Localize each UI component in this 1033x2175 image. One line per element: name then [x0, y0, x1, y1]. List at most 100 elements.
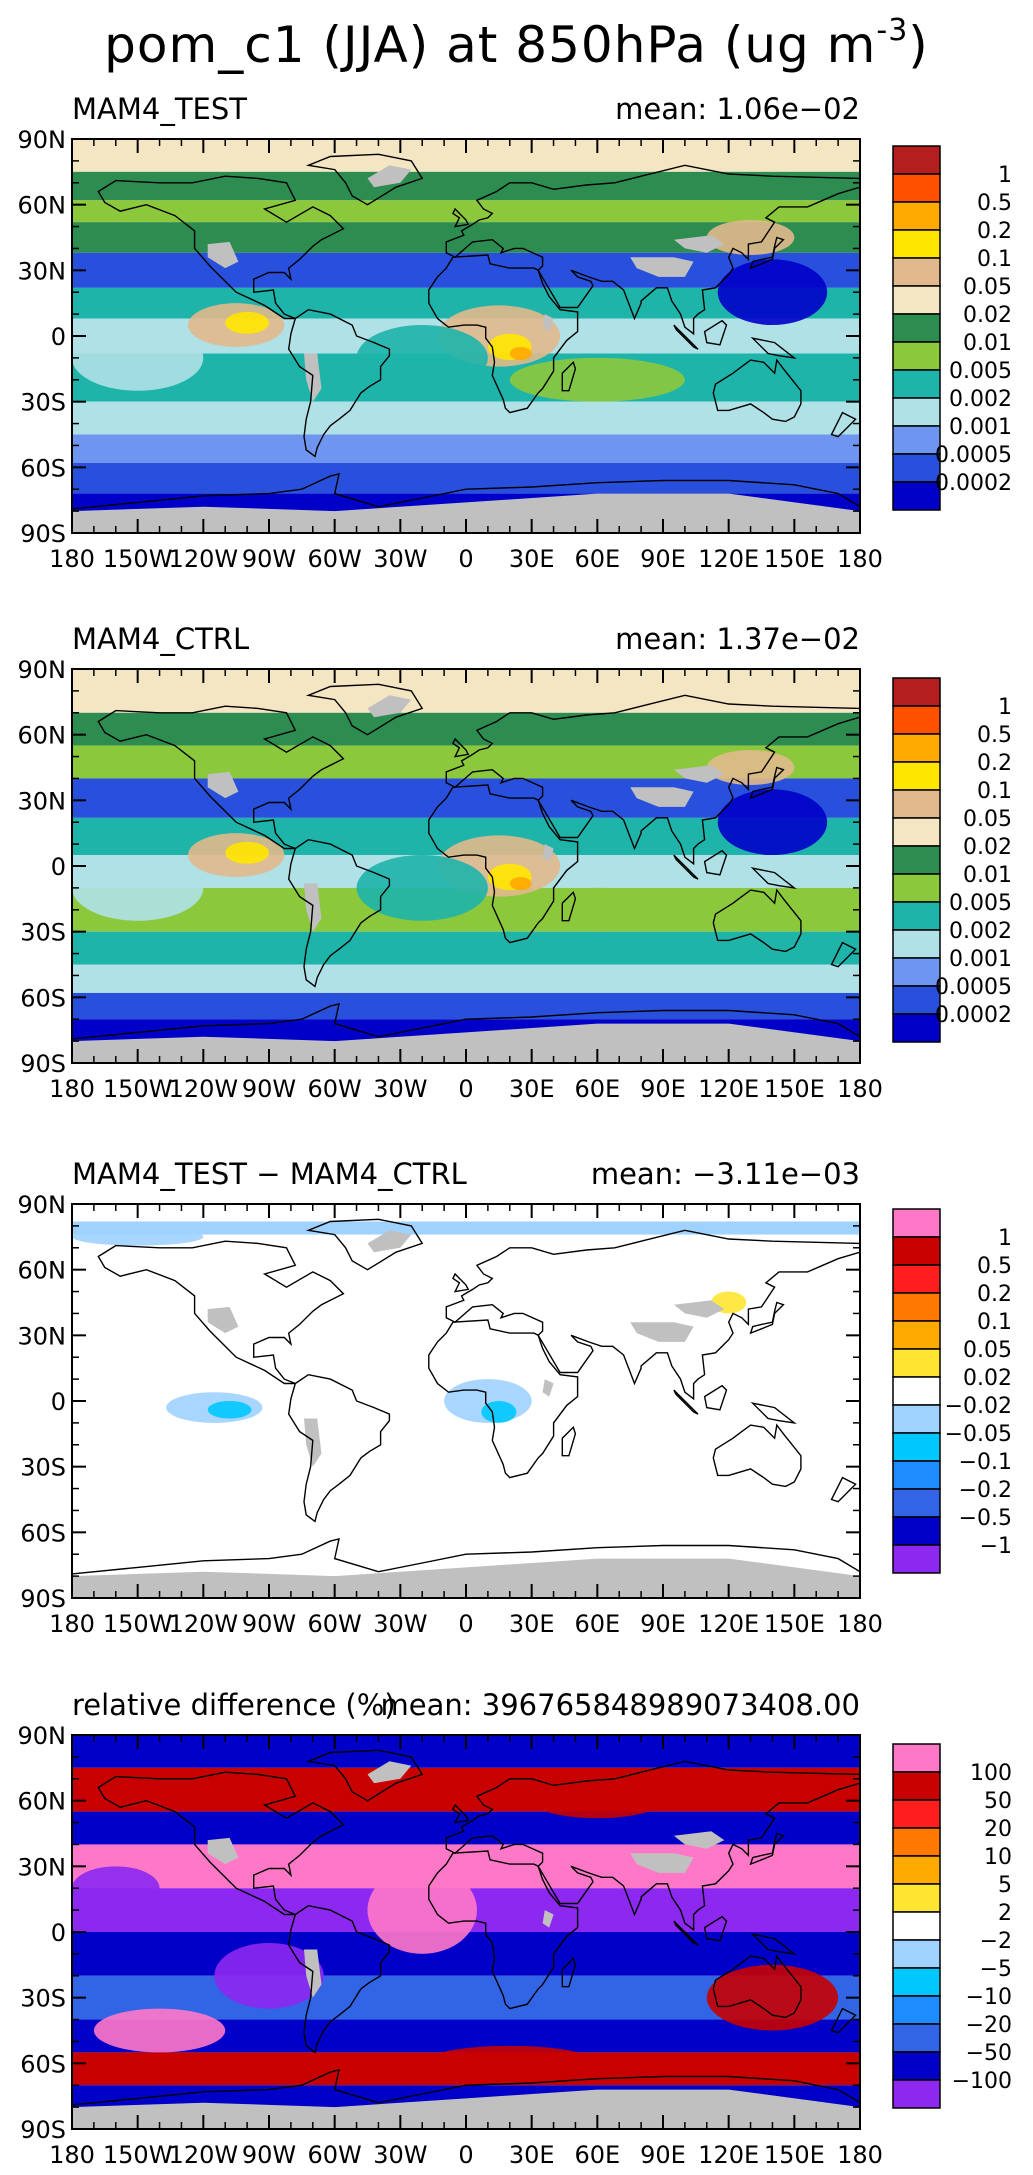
lon-tick-label: 120W	[169, 1610, 239, 1638]
lon-tick-label: 0	[458, 1075, 473, 1103]
new-guinea-outline	[750, 1402, 797, 1424]
field-band	[72, 931, 860, 965]
east-africa-gap	[542, 314, 554, 332]
field-feature	[72, 325, 204, 391]
map-field	[72, 139, 860, 533]
colorbar-box	[892, 1404, 941, 1434]
east-africa-gap	[542, 844, 554, 862]
mongolia-gap	[673, 235, 725, 253]
south-america-outline	[287, 838, 391, 988]
colorbar-label: 0.0002	[935, 1003, 1012, 1028]
colorbar-box	[892, 1208, 941, 1238]
colorbar-box	[892, 929, 941, 959]
new-zealand-outline	[830, 2007, 857, 2034]
colorbar-label: 0.05	[963, 1338, 1012, 1363]
lat-tick-label: 30S	[20, 389, 66, 417]
field-feature	[72, 1228, 204, 1246]
eurasia-outline	[445, 694, 860, 866]
north-america-outline	[97, 1240, 345, 1385]
field-band	[72, 462, 860, 494]
colorbar-label: 0.002	[949, 919, 1012, 944]
lon-tick-label: 60W	[308, 545, 362, 573]
lon-tick-label: 90W	[242, 2141, 296, 2169]
africa-outline	[428, 1319, 579, 1479]
colorbar-label: 0.001	[949, 415, 1012, 440]
lon-tick-label: 90W	[242, 1075, 296, 1103]
eurasia-outline	[445, 1760, 860, 1932]
sumatra-outline	[673, 324, 699, 350]
lon-tick-label: 180	[49, 545, 95, 573]
lon-tick-label: 150E	[764, 545, 825, 573]
lat-tick-label: 60S	[20, 984, 66, 1012]
great-britain-outline	[451, 737, 470, 758]
madagascar-outline	[561, 891, 577, 922]
lat-tick-label: 90N	[18, 1722, 67, 1750]
australia-outline	[712, 1423, 802, 1488]
colorbar-box	[892, 173, 941, 203]
lon-tick-label: 180	[837, 1610, 883, 1638]
lat-tick-label: 30N	[18, 787, 67, 815]
colorbar-label: 0.005	[949, 891, 1012, 916]
panel-mean: mean: 1.37e−02	[615, 622, 860, 656]
mongolia-gap	[673, 1300, 725, 1318]
lat-tick-label: 60S	[20, 454, 66, 482]
madagascar-outline	[561, 361, 577, 392]
japan-outline	[749, 766, 785, 800]
colorbar-label: −0.5	[959, 1506, 1012, 1531]
field-feature	[225, 311, 269, 334]
lat-tick-label: 60N	[18, 192, 67, 220]
field-feature	[717, 789, 828, 856]
north-america-outline	[97, 175, 345, 320]
lon-tick-label: 120E	[698, 2141, 759, 2169]
colorbar-label: 0.02	[963, 835, 1012, 860]
field-feature	[93, 2008, 226, 2053]
lon-tick-label: 90E	[640, 545, 686, 573]
lat-tick-label: 30S	[20, 1454, 66, 1482]
lon-tick-label: 180	[837, 1075, 883, 1103]
greenland-gap	[367, 695, 412, 718]
borneo-outline	[703, 319, 728, 346]
lon-tick-label: 150W	[103, 545, 173, 573]
sumatra-outline	[673, 1920, 699, 1946]
colorbar-label: −0.2	[959, 1478, 1012, 1503]
lon-tick-label: 30E	[509, 1610, 555, 1638]
map-panel-2: MAM4_CTRL mean: 1.37e−02 90N 60N 30N 0 30S 60S 9…	[18, 622, 1013, 1103]
colorbar-label: 1	[998, 695, 1012, 720]
colorbar-label: −0.02	[945, 1394, 1012, 1419]
colorbar-box	[892, 313, 941, 343]
colorbar-box	[892, 957, 941, 987]
australia-outline	[712, 888, 802, 953]
lat-tick-label: 30N	[18, 1322, 67, 1350]
lat-tick-label: 30S	[20, 1985, 66, 2013]
africa-outline	[428, 1850, 579, 2010]
field-band	[72, 1767, 860, 1812]
map-panel-1: MAM4_TEST mean: 1.06e−02 90N 60N 30N 0 30S 60S 9…	[18, 92, 1013, 573]
colorbar-box	[892, 1264, 941, 1294]
field-band	[72, 401, 860, 435]
colorbar-label: 0.05	[963, 275, 1012, 300]
lon-tick-label: 120E	[698, 1075, 759, 1103]
field-feature	[367, 1866, 477, 1954]
antarctica-outline	[72, 1537, 860, 1598]
sumatra-outline	[673, 854, 699, 880]
lat-tick-label: 60S	[20, 1519, 66, 1547]
colorbar-label: −0.1	[959, 1450, 1012, 1475]
colorbar-label: −50	[966, 2041, 1012, 2066]
field-band	[72, 1844, 860, 1889]
tibet-gap	[630, 1322, 694, 1342]
rockies-gap	[207, 771, 239, 799]
field-feature	[72, 855, 204, 921]
antarctica-outline	[72, 1002, 860, 1063]
new-guinea-outline	[750, 337, 797, 359]
map-field	[72, 669, 860, 1063]
field-feature	[72, 1866, 160, 1911]
map-panel-3: MAM4_TEST − MAM4_CTRL mean: −3.11e−03 90N 6…	[18, 1157, 1013, 1638]
colorbar-box	[892, 257, 941, 287]
lat-tick-label: 90S	[20, 520, 66, 548]
field-feature	[356, 855, 488, 921]
field-feature	[706, 749, 795, 786]
new-guinea-outline	[750, 1933, 797, 1955]
colorbar-label: 0.5	[977, 1254, 1012, 1279]
lon-tick-label: 180	[49, 1610, 95, 1638]
lat-tick-label: 60S	[20, 2050, 66, 2078]
